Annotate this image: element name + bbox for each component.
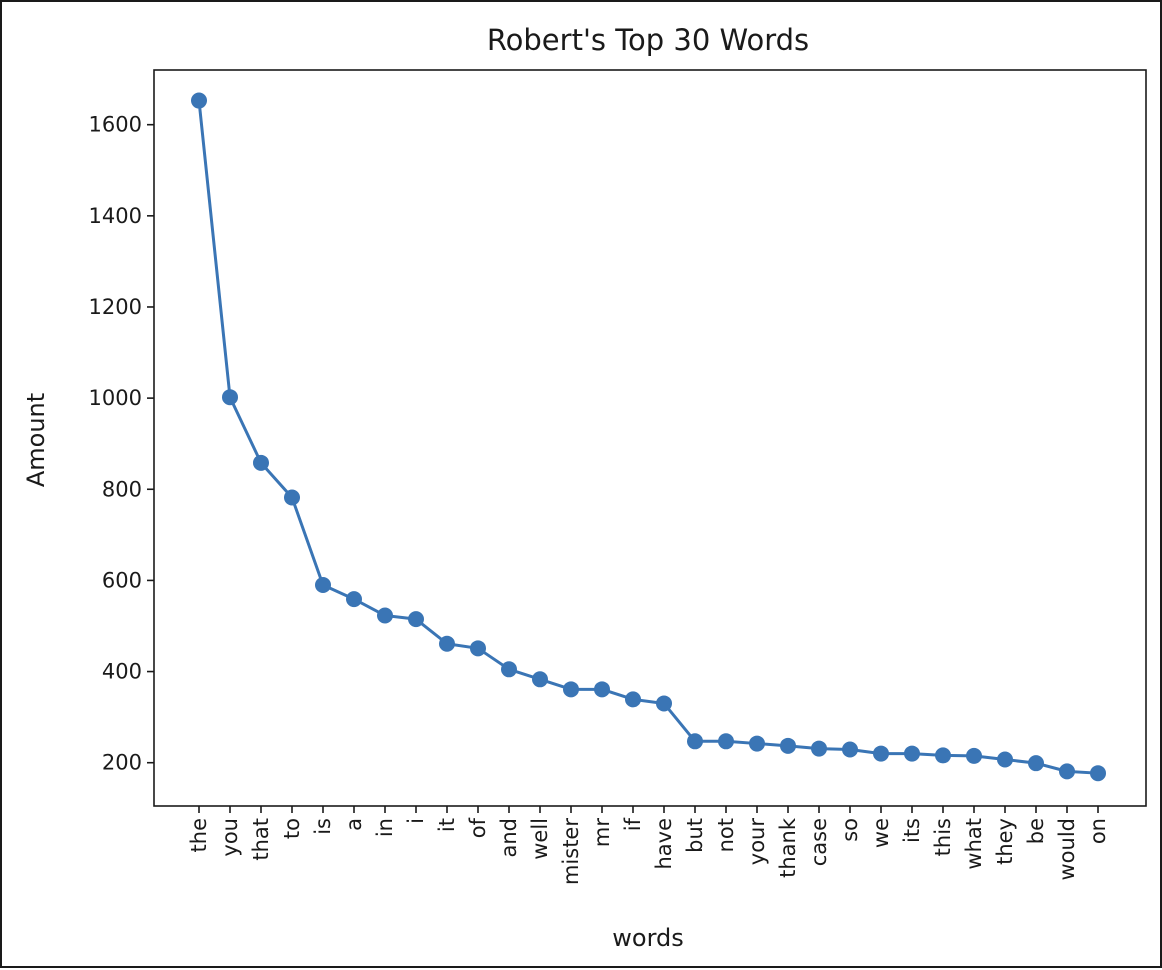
y-tick-label: 800	[102, 477, 142, 501]
data-point-in	[377, 607, 393, 624]
x-tick-label: it	[435, 818, 459, 832]
data-point-not	[718, 733, 734, 750]
plot-area	[153, 69, 1147, 807]
y-tick-label: 200	[102, 751, 142, 775]
data-point-i	[408, 611, 424, 628]
data-point-of	[470, 640, 486, 657]
data-point-is	[315, 576, 331, 593]
y-tick-label: 1000	[89, 386, 142, 410]
data-point-and	[501, 661, 517, 678]
chart-title: Robert's Top 30 Words	[487, 23, 809, 57]
data-point-you	[222, 389, 238, 406]
series-line	[197, 100, 1099, 775]
x-tick-label: to	[280, 818, 304, 839]
x-tick-label: they	[993, 818, 1017, 865]
x-tick-label: thank	[776, 817, 800, 878]
data-point-so	[842, 741, 858, 758]
x-tick-label: we	[869, 818, 893, 848]
data-point-this	[935, 747, 951, 764]
data-point-mr	[594, 681, 610, 698]
x-tick-label: not	[714, 818, 738, 852]
x-tick-label: mr	[590, 818, 614, 847]
y-tick-label: 1600	[89, 113, 142, 137]
data-point-be	[1028, 755, 1044, 772]
data-point-would	[1059, 763, 1075, 780]
x-tick-label: case	[807, 818, 831, 866]
x-tick-label: and	[497, 818, 521, 858]
data-point-thank	[780, 737, 796, 754]
data-point-but	[687, 733, 703, 750]
y-axis-label: Amount	[22, 393, 50, 487]
x-tick-label: so	[838, 818, 862, 842]
data-point-that	[253, 454, 269, 471]
data-point-what	[966, 747, 982, 764]
data-point-if	[625, 691, 641, 708]
y-tick-label: 1400	[89, 204, 142, 228]
data-point-a	[346, 591, 362, 608]
x-tick-label: well	[528, 818, 552, 860]
x-tick-label: what	[962, 818, 986, 870]
x-tick-label: your	[745, 818, 769, 866]
x-tick-label: have	[652, 818, 676, 870]
data-point-it	[439, 635, 455, 652]
data-point-the	[191, 92, 207, 109]
y-tick-label: 1200	[89, 295, 142, 319]
x-tick-label: but	[683, 818, 707, 853]
x-axis-label: words	[612, 924, 684, 952]
x-tick-label: would	[1055, 818, 1079, 881]
x-tick-label: the	[187, 818, 211, 852]
x-tick-label: i	[404, 818, 428, 824]
x-tick-label: a	[342, 818, 366, 831]
y-tick-label: 600	[102, 568, 142, 592]
x-tick-label: be	[1024, 818, 1048, 844]
x-tick-label: is	[311, 818, 335, 835]
x-tick-label: if	[621, 817, 645, 831]
data-point-we	[873, 745, 889, 762]
data-point-your	[749, 735, 765, 752]
x-axis: the you that to is a in i it of and well mister mr if h…	[187, 806, 1110, 885]
data-point-to	[284, 489, 300, 506]
x-tick-label: of	[466, 817, 490, 838]
x-tick-label: that	[249, 818, 273, 861]
data-point-on	[1090, 765, 1106, 782]
data-point-case	[811, 740, 827, 757]
y-tick-label: 400	[102, 660, 142, 684]
x-tick-label: its	[900, 818, 924, 843]
data-point-have	[656, 695, 672, 712]
data-point-well	[532, 671, 548, 688]
x-tick-label: mister	[559, 818, 583, 885]
y-axis: 200 400 600 800 1000 1200 1400 1600	[89, 113, 154, 775]
x-tick-label: this	[931, 818, 955, 856]
series-line-group	[191, 92, 1106, 782]
data-point-they	[997, 751, 1013, 768]
data-point-its	[904, 745, 920, 762]
x-tick-label: on	[1086, 818, 1110, 844]
data-point-mister	[563, 681, 579, 698]
x-tick-label: in	[373, 818, 397, 837]
x-tick-label: you	[218, 818, 242, 857]
